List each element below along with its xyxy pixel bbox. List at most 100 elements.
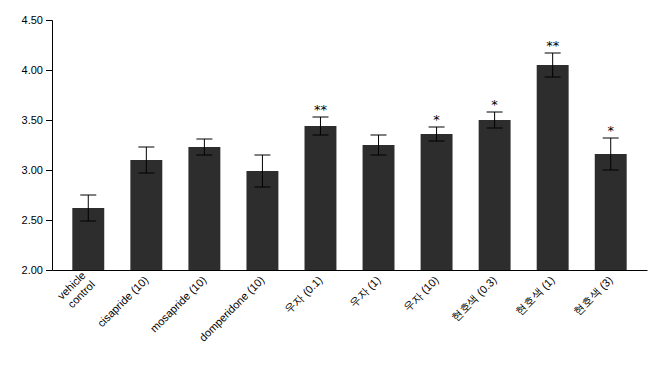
error-bar-stem: [378, 135, 379, 155]
x-tick-label: 우자 (10): [401, 274, 441, 314]
error-bar-cap: [487, 128, 503, 129]
plot: 2.00 2.50 3.00 3.50 4.00 4.50 vehiclecontrolci…: [22, 14, 648, 370]
x-tick: 우자 (1): [347, 274, 383, 310]
error-bar-stem: [436, 127, 437, 141]
error-bar-cap: [80, 221, 96, 222]
bar: [130, 160, 162, 270]
x-axis-line: [53, 270, 648, 271]
x-tick-label: 현호색 (3): [571, 274, 614, 317]
x-tick: 현호색 (3): [571, 274, 614, 317]
x-tick-label-line: cisapride (10): [95, 274, 151, 330]
bar: [363, 145, 395, 270]
y-tick: 4.00: [22, 64, 52, 76]
bar: [305, 126, 337, 270]
y-tick-mark: [46, 120, 52, 121]
y-tick-label: 4.00: [22, 64, 43, 76]
y-axis-line: [46, 21, 53, 271]
error-bar-cap: [254, 155, 270, 156]
error-bar-cap: [196, 155, 212, 156]
error-bar: [254, 155, 270, 187]
x-tick: 현호색 (0.3): [449, 274, 499, 324]
y-tick-label: 3.00: [22, 164, 43, 176]
error-bar-cap: [603, 170, 619, 171]
error-bar: [603, 138, 619, 170]
error-bar-stem: [146, 147, 147, 173]
x-tick: 우자 (10): [401, 274, 441, 314]
bar: [537, 65, 569, 270]
y-tick-mark: [46, 270, 52, 271]
y-tick-label: 2.50: [22, 214, 43, 226]
x-tick-label-line: 현호색 (3): [571, 274, 614, 317]
error-bar: [487, 112, 503, 128]
significance-marker: **: [546, 38, 560, 53]
error-bar-cap: [429, 141, 445, 142]
error-bar: [371, 135, 387, 155]
x-tick-label-line: 우자 (0.1): [282, 274, 324, 316]
y-tick-label: 2.00: [22, 264, 43, 276]
x-tick-label: 현호색 (1): [513, 274, 556, 317]
x-tick-label: 우자 (0.1): [282, 274, 324, 316]
x-tick-label-line: 현호색 (1): [513, 274, 556, 317]
error-bar-cap: [545, 77, 561, 78]
error-bar: [80, 195, 96, 221]
error-bar-stem: [552, 53, 553, 77]
error-bar-cap: [138, 147, 154, 148]
error-bar-stem: [262, 155, 263, 187]
x-tick-label: 현호색 (0.3): [449, 274, 499, 324]
y-tick: 4.50: [22, 14, 52, 26]
significance-marker: *: [607, 123, 614, 138]
error-bar-cap: [312, 135, 328, 136]
y-tick: 3.50: [22, 114, 52, 126]
error-bar-cap: [196, 139, 212, 140]
error-bar-stem: [320, 117, 321, 135]
error-bar-stem: [494, 112, 495, 128]
y-tick-mark: [46, 20, 52, 21]
bar: [479, 120, 511, 270]
x-tick-label: cisapride (10): [95, 274, 151, 330]
error-bar-cap: [80, 195, 96, 196]
y-axis: 2.00 2.50 3.00 3.50 4.00 4.50: [22, 14, 53, 276]
y-tick-label: 3.50: [22, 114, 43, 126]
significance-marker: **: [314, 102, 328, 117]
error-bar: [138, 147, 154, 173]
bar: [595, 154, 627, 270]
significance-markers: *******: [314, 38, 614, 138]
bar: [421, 134, 453, 270]
significance-marker: *: [433, 112, 440, 127]
x-tick-label: vehiclecontrol: [55, 269, 97, 311]
error-bar-cap: [371, 155, 387, 156]
x-tick-label-line: domperidone (10): [197, 274, 267, 344]
x-tick-label-line: 현호색 (0.3): [449, 274, 499, 324]
x-tick: cisapride (10): [95, 274, 151, 330]
y-tick-label: 4.50: [22, 14, 43, 26]
x-tick: mosapride (10): [148, 274, 209, 335]
error-bar-cap: [138, 173, 154, 174]
y-tick-mark: [46, 70, 52, 71]
error-bar: [196, 139, 212, 155]
error-bar-stem: [88, 195, 89, 221]
y-tick-mark: [46, 220, 52, 221]
x-tick: 우자 (0.1): [282, 274, 324, 316]
significance-marker: *: [491, 97, 498, 112]
marks: [72, 53, 626, 270]
error-bar: [312, 117, 328, 135]
x-tick-label-line: 우자 (1): [347, 274, 383, 310]
error-bar: [429, 127, 445, 141]
error-bar-stem: [610, 138, 611, 170]
y-tick: 3.00: [22, 164, 52, 176]
x-tick-label-line: 우자 (10): [401, 274, 441, 314]
x-tick-label: 우자 (1): [347, 274, 383, 310]
bar: [188, 147, 220, 270]
x-tick: vehiclecontrol: [55, 269, 97, 311]
x-tick-label: domperidone (10): [197, 274, 267, 344]
x-tick: domperidone (10): [197, 274, 267, 344]
x-tick-label-line: mosapride (10): [148, 274, 209, 335]
y-tick: 2.00: [22, 264, 52, 276]
y-tick-mark: [46, 170, 52, 171]
y-tick: 2.50: [22, 214, 52, 226]
error-bar-cap: [371, 135, 387, 136]
x-tick: 현호색 (1): [513, 274, 556, 317]
error-bar-cap: [254, 187, 270, 188]
error-bar: [545, 53, 561, 77]
x-tick-label: mosapride (10): [148, 274, 209, 335]
